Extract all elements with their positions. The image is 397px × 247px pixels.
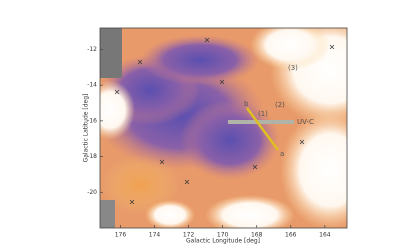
x-tick-label: 168 (251, 232, 263, 239)
annotation: a (280, 150, 284, 158)
y-axis-label: Galactic Latitude [deg] (83, 94, 90, 163)
annotation: (3) (288, 64, 298, 72)
annotation: UV-C (297, 118, 314, 126)
x-tick-label: 164 (319, 232, 331, 239)
y-tick-label: -18 (87, 153, 97, 160)
y-tick-label: -12 (87, 46, 97, 53)
x-tick-label: 172 (183, 232, 195, 239)
y-tick-label: -20 (87, 189, 97, 196)
y-tick-label: -16 (87, 117, 97, 124)
map-image (100, 28, 347, 228)
x-tick-label: 170 (217, 232, 229, 239)
x-tick-label: 176 (115, 232, 127, 239)
y-tick-label: -14 (87, 82, 97, 89)
x-tick-label: 174 (149, 232, 161, 239)
annotation: (2) (275, 101, 285, 109)
annotation: (1) (258, 110, 268, 118)
annotation: b (244, 100, 249, 108)
x-tick-label: 166 (285, 232, 297, 239)
x-axis-label: Galactic Longitude [deg] (186, 238, 260, 245)
plot-frame (99, 27, 348, 229)
